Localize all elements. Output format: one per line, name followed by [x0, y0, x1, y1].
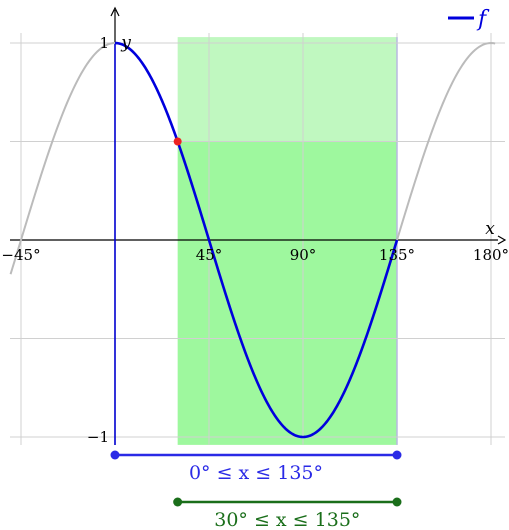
domain-bar-label: 0° ≤ x ≤ 135°: [189, 462, 323, 484]
y-tick-label: −1: [87, 428, 109, 446]
tick-labels: −45° 45° 90° 135° 180° 1 −1 x y: [1, 33, 509, 446]
domain-bar-start: [173, 497, 183, 507]
highlight-region: [177, 37, 398, 445]
grid: [10, 33, 505, 445]
domain-bar-end: [392, 450, 402, 460]
domain-bars: 0° ≤ x ≤ 135° 30° ≤ x ≤ 135°: [110, 450, 402, 530]
x-tick-label: 180°: [473, 246, 509, 264]
marked-point: [173, 137, 182, 146]
x-tick-label: 90°: [290, 246, 317, 264]
axes: [10, 6, 507, 445]
x-tick-label: −45°: [1, 246, 40, 264]
x-axis-label: x: [485, 219, 495, 239]
x-tick-label: 135°: [379, 246, 415, 264]
y-axis-arrow: [110, 6, 120, 17]
x-tick-label: 45°: [196, 246, 223, 264]
y-axis-label: y: [120, 33, 131, 53]
x-axis-arrow: [497, 235, 507, 245]
region-upper: [177, 37, 397, 142]
domain-bar-label: 30° ≤ x ≤ 135°: [214, 509, 360, 530]
domain-bar-end: [392, 497, 402, 507]
curves: [9, 41, 496, 439]
y-tick-label: 1: [99, 34, 109, 52]
region-lower: [177, 141, 397, 445]
legend-label: f: [476, 7, 490, 32]
legend: f: [448, 7, 490, 32]
domain-bar-start: [110, 450, 120, 460]
series-f-line: [114, 41, 399, 439]
